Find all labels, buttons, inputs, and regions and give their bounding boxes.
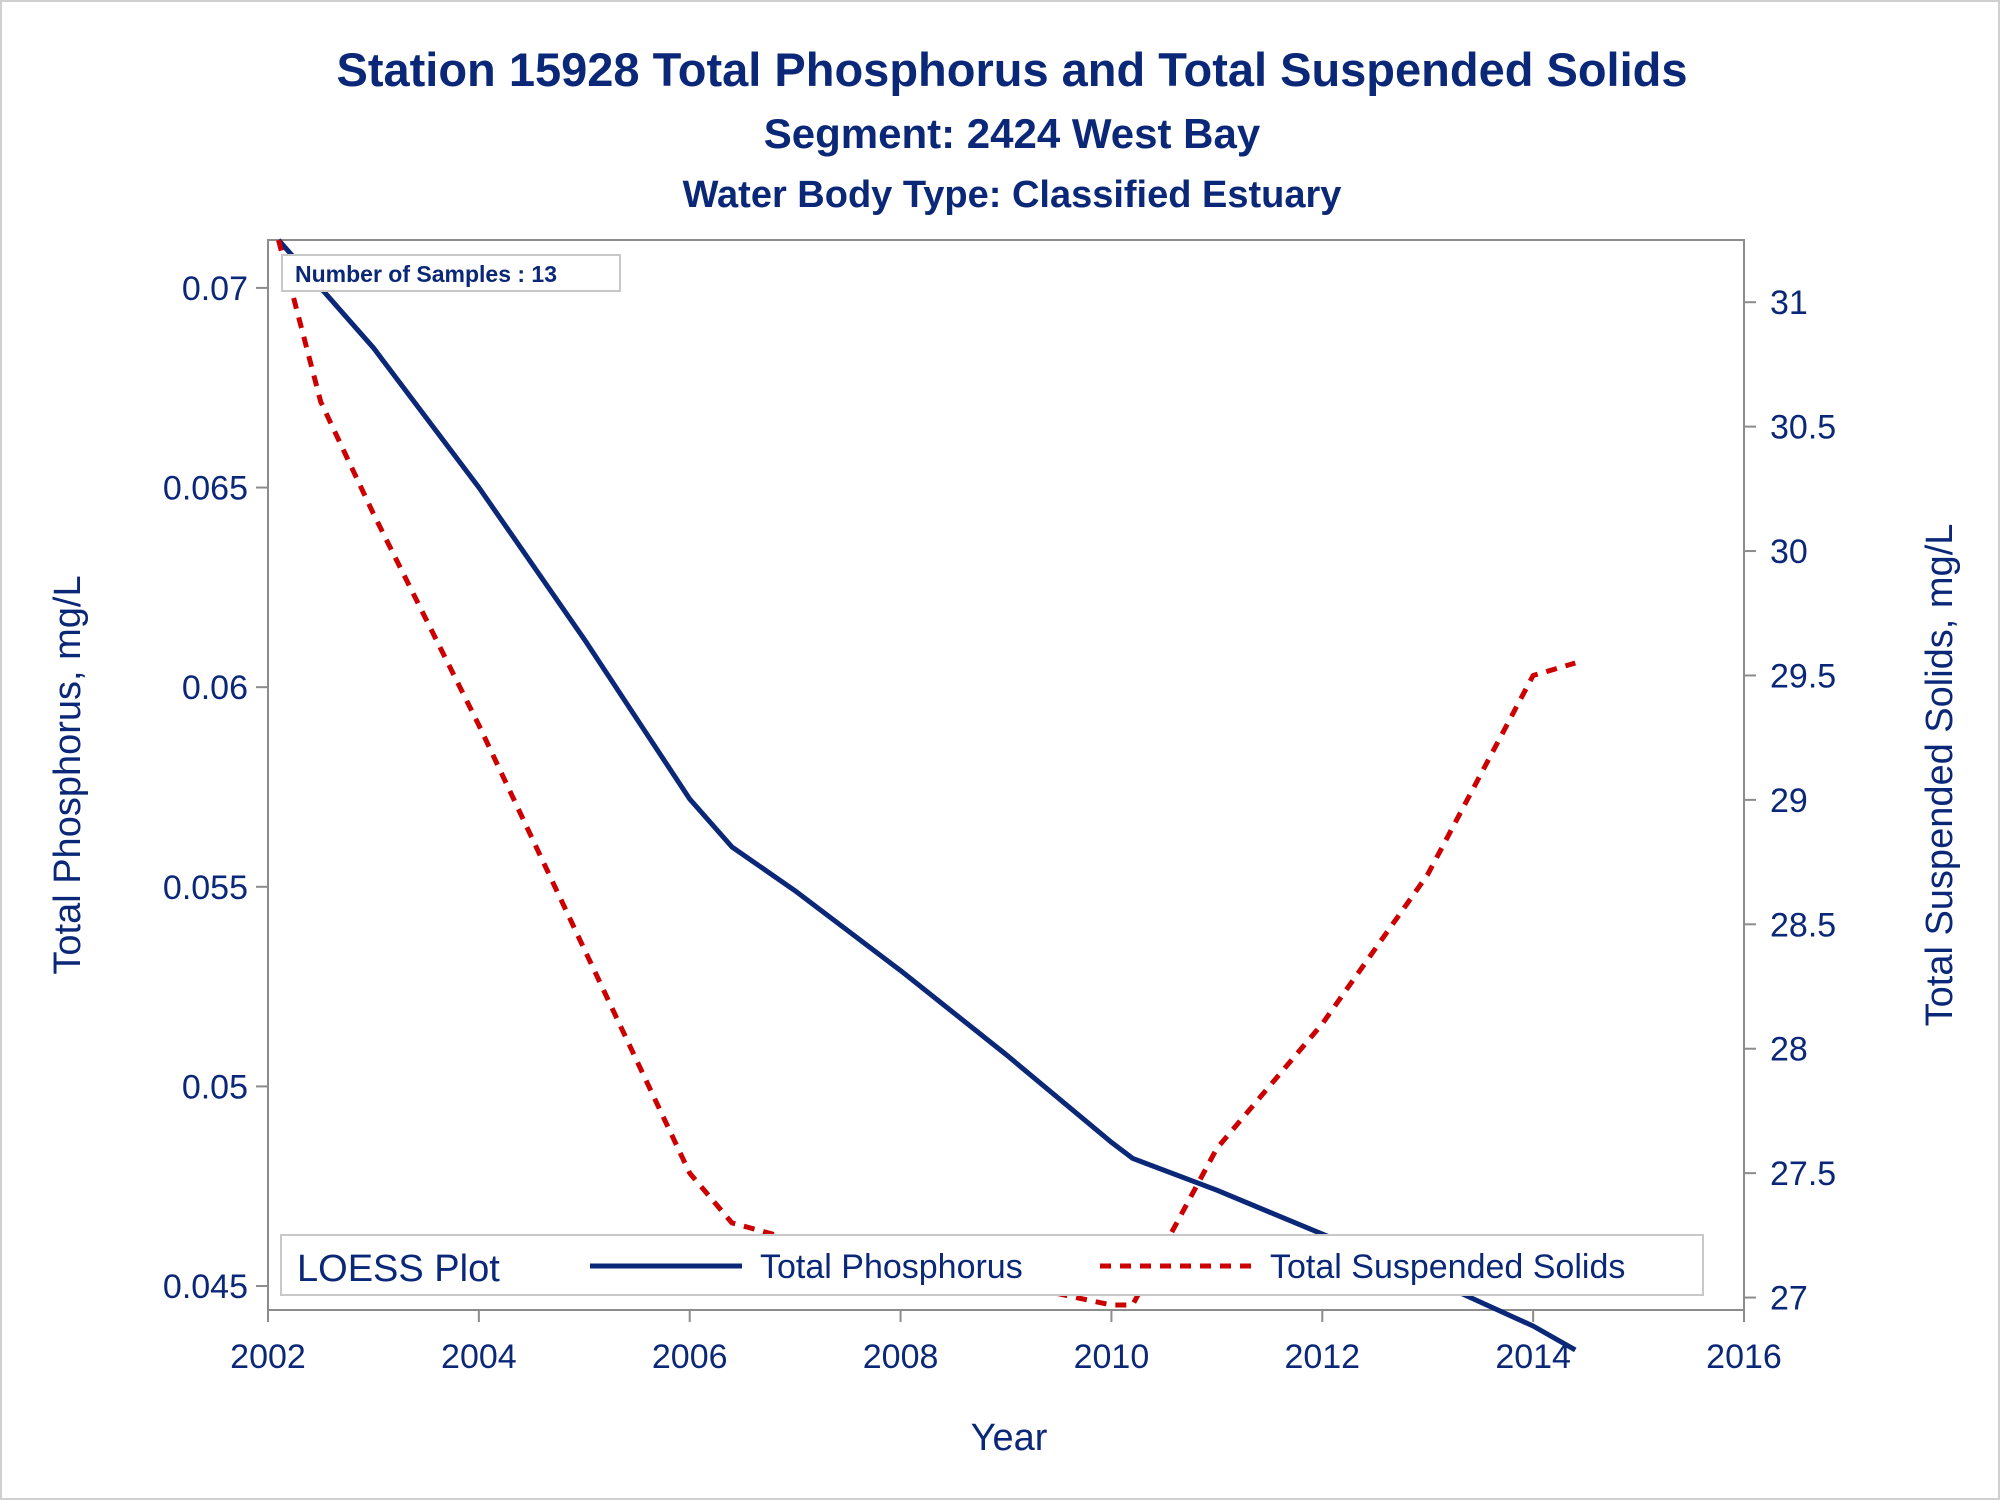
y2-tick-label: 27 <box>1770 1280 1808 1318</box>
y-tick-label: 0.065 <box>163 470 248 508</box>
y2-axis-ticks: 27 27.5 28 28.5 29 29.5 30 30.5 31 <box>1744 284 1836 1318</box>
x-tick-label: 2006 <box>652 1338 728 1376</box>
y2-tick-label: 29 <box>1770 782 1808 820</box>
y2-tick-label: 31 <box>1770 284 1808 322</box>
x-tick-label: 2012 <box>1284 1338 1360 1376</box>
legend: LOESS Plot Total Phosphorus Total Suspen… <box>280 1234 1704 1296</box>
sample-count-annotation: Number of Samples : 13 <box>281 254 621 292</box>
y2-tick-label: 27.5 <box>1770 1155 1836 1193</box>
x-tick-label: 2014 <box>1495 1338 1571 1376</box>
x-tick-label: 2002 <box>230 1338 306 1376</box>
x-tick-label: 2008 <box>863 1338 939 1376</box>
y-tick-label: 0.045 <box>163 1268 248 1306</box>
chart-title: Station 15928 Total Phosphorus and Total… <box>337 43 1688 96</box>
y-axis-label: Total Phosphorus, mg/L <box>47 575 89 974</box>
plot-area <box>267 239 1745 1311</box>
legend-title: LOESS Plot <box>297 1248 500 1290</box>
annotation-text: Number of Samples : 13 <box>295 261 557 287</box>
x-tick-label: 2004 <box>441 1338 517 1376</box>
y2-tick-label: 30.5 <box>1770 409 1836 447</box>
legend-label-total-phosphorus: Total Phosphorus <box>760 1248 1023 1286</box>
x-tick-label: 2010 <box>1074 1338 1150 1376</box>
x-axis-ticks: 2002 2004 2006 2008 2010 2012 2014 2016 <box>230 1310 1782 1376</box>
y2-tick-label: 28 <box>1770 1031 1808 1069</box>
x-tick-label: 2016 <box>1706 1338 1782 1376</box>
annotation-box <box>281 254 621 292</box>
chart-subtitle: Segment: 2424 West Bay <box>764 110 1261 157</box>
y-axis-ticks: 0.045 0.05 0.055 0.06 0.065 0.07 <box>163 270 268 1306</box>
y2-tick-label: 29.5 <box>1770 657 1836 695</box>
y2-tick-label: 30 <box>1770 533 1808 571</box>
series-line-total-phosphorus <box>276 238 1577 1353</box>
chart-subtitle-2: Water Body Type: Classified Estuary <box>683 174 1342 216</box>
y-tick-label: 0.07 <box>182 270 248 308</box>
y-tick-label: 0.055 <box>163 869 248 907</box>
y2-tick-label: 28.5 <box>1770 906 1836 944</box>
x-axis-label: Year <box>971 1417 1048 1459</box>
series-line-total-suspended-solids <box>276 239 1577 1308</box>
legend-label-total-suspended-solids: Total Suspended Solids <box>1270 1248 1625 1286</box>
y2-axis-label: Total Suspended Solids, mg/L <box>1919 524 1961 1027</box>
legend-box <box>280 1234 1704 1296</box>
series-layer <box>276 238 1577 1353</box>
y-tick-label: 0.05 <box>182 1068 248 1106</box>
y-tick-label: 0.06 <box>182 669 248 707</box>
